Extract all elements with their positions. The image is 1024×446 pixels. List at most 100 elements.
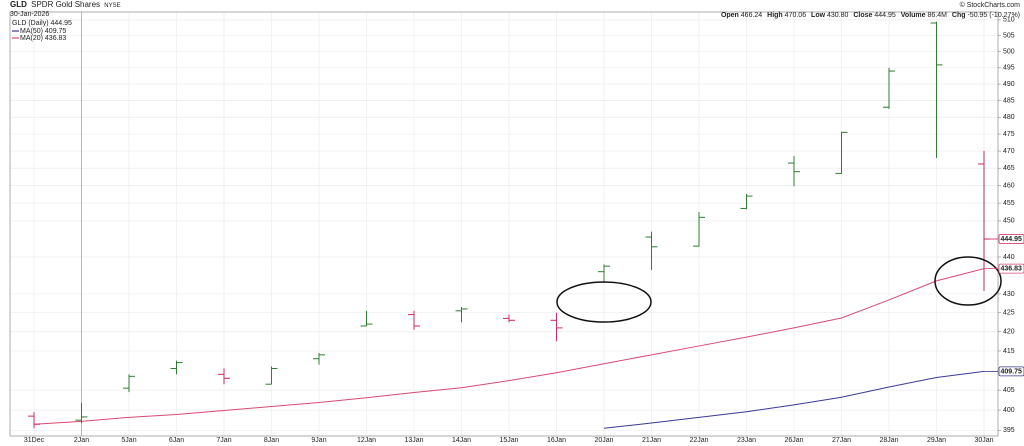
quote-label: Volume — [901, 12, 926, 19]
legend-value: 436.83 — [45, 35, 67, 42]
y-tick-label: 505 — [1003, 33, 1015, 40]
y-tick-label: 430 — [1003, 291, 1015, 298]
y-tick-label: 455 — [1003, 200, 1015, 207]
date: 30-Jan-2026 — [10, 11, 49, 18]
x-tick-label: 13Jan — [404, 437, 423, 444]
legend-value: 409.75 — [45, 28, 67, 35]
y-tick-label: 485 — [1003, 97, 1015, 104]
ohlc-bar — [645, 231, 658, 270]
quote: Open 466.24 High 470.06 Low 430.80 Close… — [721, 12, 1020, 19]
x-tick-label: 6Jan — [169, 437, 184, 444]
y-tick-label: 480 — [1003, 114, 1015, 121]
ohlc-bar — [883, 67, 895, 109]
x-tick-label: 14Jan — [452, 437, 471, 444]
ohlc-bar — [218, 368, 230, 385]
y-tick-label: 405 — [1003, 387, 1015, 394]
symbol: GLD — [10, 0, 27, 9]
quote-value: 86.4M — [927, 12, 947, 19]
price-tags: 444.95 409.75 436.83 — [984, 234, 1024, 377]
ma-line — [33, 268, 985, 425]
y-tick-label: 440 — [1003, 254, 1015, 261]
ohlc-bar — [75, 402, 88, 423]
y-tick-label: 495 — [1003, 65, 1015, 72]
quote-label: Close — [853, 12, 872, 19]
ohlc-bar — [408, 310, 420, 330]
quote-value: 470.06 — [785, 12, 807, 19]
tag-label: 444.95 — [1001, 236, 1023, 243]
quote-value: 466.24 — [741, 12, 763, 19]
x-tick-label: 29Jan — [927, 437, 946, 444]
ohlc-bar — [503, 314, 515, 323]
legend-label: MA(50) — [20, 28, 43, 35]
legend-label: MA(20) — [20, 35, 43, 42]
ohlc-bar — [550, 312, 563, 342]
legend-entry: GLD (Daily) 444.95 — [12, 20, 72, 27]
credit: © StockCharts.com — [960, 1, 1021, 9]
y-tick-label: 420 — [1003, 329, 1015, 336]
legend-entry: MA(50) 409.75 — [20, 28, 66, 35]
x-tick-label: 5Jan — [121, 437, 136, 444]
x-tick-label: 23Jan — [737, 437, 756, 444]
x-tick-label: 30Jan — [974, 437, 993, 444]
x-tick-label: 31Dec — [24, 437, 45, 444]
y-tick-label: 425 — [1003, 310, 1015, 317]
x-tick-label: 15Jan — [499, 437, 518, 444]
y-tick-label: 465 — [1003, 165, 1015, 172]
quote-value: -50.95 (-10.27%) — [967, 12, 1020, 19]
tag-box — [998, 366, 1024, 377]
ohlc-bar — [455, 307, 468, 323]
ohlc-bar — [28, 412, 40, 429]
x-tick-label: 7Jan — [216, 437, 231, 444]
quote-label: Low — [811, 12, 826, 19]
x-tick-label: 26Jan — [784, 437, 803, 444]
annotation-ellipse — [934, 256, 1002, 306]
legend-label: GLD (Daily) — [12, 20, 49, 27]
ohlc-bar — [930, 21, 943, 158]
ohlc-bar — [265, 366, 278, 385]
tag-label: 436.83 — [1001, 265, 1023, 272]
x-tick-label: 21Jan — [642, 437, 661, 444]
marks — [28, 21, 990, 429]
ohlc-bar — [740, 193, 753, 210]
quote-label: Open — [721, 12, 739, 19]
x-tick-label: 28Jan — [879, 437, 898, 444]
ohlc-bar — [598, 264, 610, 283]
ohlc-bar — [835, 131, 848, 174]
plot-frame — [9, 11, 999, 437]
y-tick-label: 415 — [1003, 348, 1015, 355]
tag-label: 409.75 — [1001, 368, 1023, 375]
quote-value: 444.95 — [874, 12, 896, 19]
y-tick-label: 500 — [1003, 49, 1015, 56]
y-tick-label: 475 — [1003, 131, 1015, 138]
quote-value: 430.80 — [827, 12, 849, 19]
y-tick-label: 450 — [1003, 218, 1015, 225]
x-tick-label: 2Jan — [74, 437, 89, 444]
y-tick-label: 490 — [1003, 81, 1015, 88]
x-tick-label: 16Jan — [547, 437, 566, 444]
quote-label: High — [767, 12, 783, 19]
ohlc-bar — [360, 310, 373, 327]
ohlc-bar — [693, 212, 705, 247]
x-tick-label: 12Jan — [357, 437, 376, 444]
y-tick-label: 470 — [1003, 148, 1015, 155]
x-tick-label: 20Jan — [594, 437, 613, 444]
y-tick-label: 395 — [1003, 427, 1015, 434]
x-tick-label: 9Jan — [311, 437, 326, 444]
quote-label: Chg — [952, 12, 966, 19]
legend: GLD (Daily) 444.95 MA(50) 409.75 MA(20) … — [12, 20, 72, 42]
exchange: NYSE — [104, 3, 120, 9]
ohlc-bar — [313, 352, 325, 365]
header: GLD SPDR Gold Shares NYSE — [10, 0, 121, 9]
y-tick-label: 510 — [1003, 17, 1015, 24]
y-tick-label: 400 — [1003, 407, 1015, 414]
y-tick-label: 460 — [1003, 182, 1015, 189]
grid — [10, 12, 998, 436]
legend-value: 444.95 — [51, 20, 73, 27]
tag-box — [998, 263, 1024, 274]
ohlc-bar — [123, 374, 135, 393]
x-tick-label: 22Jan — [689, 437, 708, 444]
ma-line — [603, 370, 985, 429]
